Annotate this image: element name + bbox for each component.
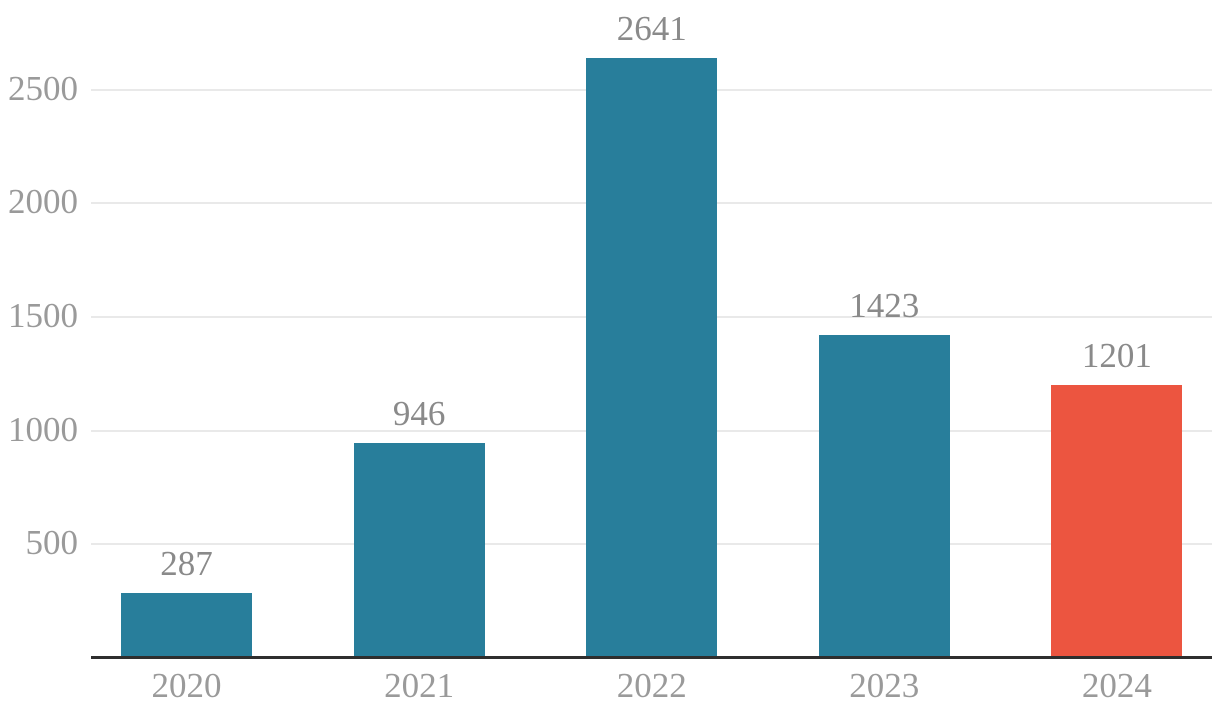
x-tick-label-2021: 2021 — [384, 666, 455, 705]
bar-2024 — [1051, 385, 1183, 658]
x-axis-line — [91, 656, 1212, 659]
bar-2022 — [586, 57, 718, 658]
bar-2021 — [353, 443, 485, 658]
value-label-2024: 1201 — [1081, 336, 1152, 376]
value-label-2023: 1423 — [849, 285, 920, 325]
y-tick-label-500: 500 — [25, 523, 79, 563]
value-label-2022: 2641 — [616, 8, 687, 48]
y-tick-label-2000: 2000 — [8, 182, 78, 222]
x-tick-label-2024: 2024 — [1081, 666, 1152, 705]
x-tick-label-2023: 2023 — [849, 666, 920, 705]
x-tick-label-2020: 2020 — [151, 666, 222, 705]
y-tick-label-2500: 2500 — [8, 68, 78, 108]
x-tick-label-2022: 2022 — [616, 666, 687, 705]
bar-2023 — [818, 334, 950, 658]
y-tick-label-1500: 1500 — [8, 296, 78, 336]
y-tick-label-1000: 1000 — [8, 409, 78, 449]
value-label-2021: 946 — [392, 394, 446, 434]
bar-2020 — [121, 592, 252, 658]
value-label-2020: 287 — [160, 543, 213, 583]
